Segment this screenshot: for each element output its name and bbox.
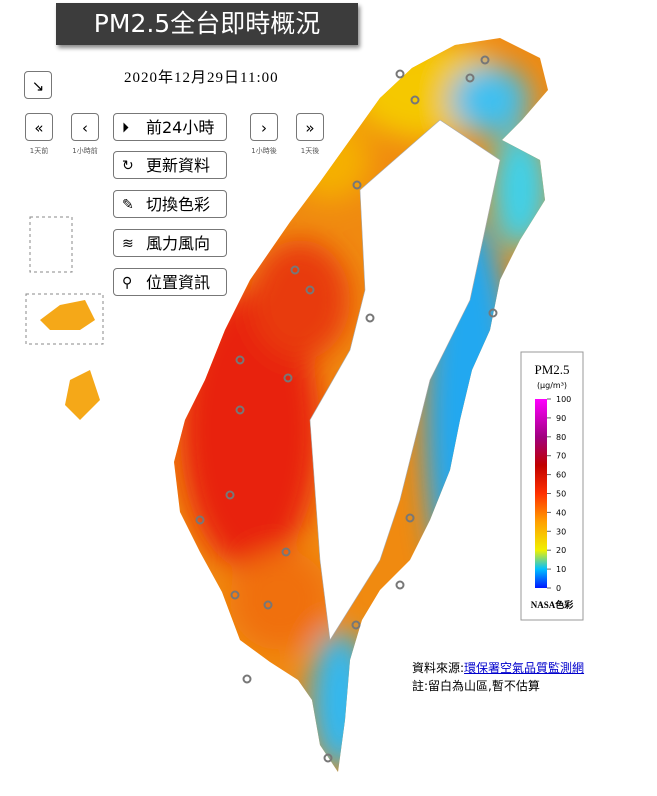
button-label: 前24小時 — [146, 118, 215, 137]
history-button[interactable]: ⏵ 前24小時 — [113, 113, 227, 141]
source-prefix: 資料來源: — [412, 661, 465, 675]
refresh-button[interactable]: ↻ 更新資料 — [113, 151, 227, 179]
legend-tick-label: 10 — [556, 565, 566, 574]
nav-label: 1天前 — [29, 147, 49, 155]
wind-button[interactable]: ≋ 風力風向 — [113, 229, 227, 257]
legend-tick-label: 40 — [556, 508, 566, 517]
inset-box — [25, 293, 104, 345]
color-button[interactable]: ✎ 切換色彩 — [113, 190, 227, 218]
source: 資料來源:環保署空氣品質監測網 註:留白為山區,暫不估算 — [412, 659, 584, 695]
legend-tick-label: 0 — [556, 584, 561, 593]
nav-label: 1天後 — [300, 147, 320, 155]
color-bar — [535, 399, 547, 588]
legend-tick-label: 80 — [556, 433, 566, 442]
legend-tick-label: 50 — [556, 490, 566, 499]
legend-tick-label: 60 — [556, 471, 566, 480]
legend-tick-label: 30 — [556, 527, 566, 536]
day-forward[interactable]: » — [296, 113, 324, 141]
button-label: 風力風向 — [146, 234, 211, 253]
timestamp: 2020年12月29日11:00 — [124, 70, 279, 86]
button-label: 位置資訊 — [146, 273, 211, 292]
legend-tick-label: 70 — [556, 452, 566, 461]
legend-tick-label: 20 — [556, 546, 566, 555]
legend-box — [520, 351, 584, 621]
legend-tick-label: 100 — [556, 395, 571, 404]
hour-back[interactable]: ‹ — [71, 113, 99, 141]
legend-unit: (μg/m³) — [537, 381, 567, 390]
nav-label: 1小時前 — [72, 147, 98, 155]
hour-forward[interactable]: › — [250, 113, 278, 141]
stations — [195, 55, 498, 763]
nav-label: 1小時後 — [251, 147, 277, 155]
penghu — [40, 300, 95, 330]
location-button[interactable]: ⚲ 位置資訊 — [113, 268, 227, 296]
inset-box — [29, 216, 73, 273]
title: PM2.5全台即時概況 — [56, 3, 358, 45]
button-label: 更新資料 — [146, 156, 211, 175]
collapse-button[interactable]: ↘ — [24, 71, 52, 99]
legend-tick-label: 90 — [556, 414, 566, 423]
legend-footer: NASA色彩 — [531, 599, 574, 610]
button-label: 切換色彩 — [146, 195, 211, 214]
penghu-islands — [65, 370, 100, 420]
legend-title: PM2.5 — [534, 362, 569, 377]
note: 註:留白為山區,暫不估算 — [412, 679, 540, 693]
day-back[interactable]: « — [25, 113, 53, 141]
source-link[interactable]: 環保署空氣品質監測網 — [464, 661, 585, 675]
